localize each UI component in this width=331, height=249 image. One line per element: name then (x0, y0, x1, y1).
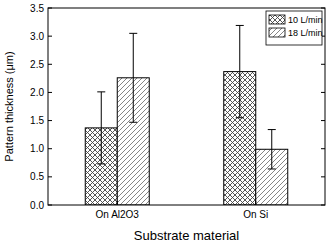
chart-svg: 0.0 0.5 1.0 1.5 2.0 2.5 3.0 3.5 On Al2O3 On SiSub… (0, 0, 331, 249)
y-tick-label: 3.0 (30, 31, 44, 42)
x-axis-label: Substrate material (134, 228, 240, 243)
y-tick-right (321, 120, 325, 121)
y-tick (48, 205, 52, 206)
x-tick-label: On Si (243, 209, 268, 220)
error-bar (97, 92, 105, 164)
error-bar (129, 33, 137, 122)
bars-group (85, 25, 288, 205)
error-bar (236, 25, 244, 117)
error-cap (236, 117, 244, 118)
y-tick (48, 176, 52, 177)
y-tick (48, 120, 52, 121)
error-cap (268, 129, 276, 130)
error-line (101, 92, 102, 164)
legend-box (266, 11, 322, 45)
y-tick (48, 64, 52, 65)
error-line (239, 25, 240, 117)
y-tick-right (321, 64, 325, 65)
y-tick-right (321, 148, 325, 149)
legend-label: 10 L/min (288, 15, 323, 25)
y-tick (48, 8, 52, 9)
error-cap (129, 33, 137, 34)
error-cap (97, 91, 105, 92)
error-line (271, 130, 272, 169)
error-cap (97, 163, 105, 164)
error-cap (236, 25, 244, 26)
legend: 10 L/min 18 L/min (266, 11, 323, 45)
y-tick-right (321, 176, 325, 177)
error-bar (268, 130, 276, 169)
y-tick-label: 2.5 (30, 59, 44, 70)
y-tick-right (321, 8, 325, 9)
y-tick (48, 148, 52, 149)
x-tick-label: On Al2O3 (96, 209, 140, 220)
y-tick-label: 0.5 (30, 171, 44, 182)
y-tick-right (321, 205, 325, 206)
y-tick (48, 92, 52, 93)
error-line (133, 33, 134, 122)
y-tick-label: 1.5 (30, 115, 44, 126)
y-tick-label: 2.0 (30, 87, 44, 98)
x-tick (117, 201, 118, 205)
error-cap (129, 122, 137, 123)
y-tick-right (321, 92, 325, 93)
y-tick (48, 36, 52, 37)
y-tick-label: 3.5 (30, 3, 44, 14)
error-cap (268, 168, 276, 169)
legend-swatch (269, 28, 285, 37)
x-tick (255, 201, 256, 205)
legend-swatch (269, 15, 285, 24)
chart-root: 0.0 0.5 1.0 1.5 2.0 2.5 3.0 3.5 On Al2O3 On SiSub… (0, 0, 331, 249)
y-axis-label: Pattern thickness (μm) (3, 51, 15, 161)
legend-label: 18 L/min (288, 28, 323, 38)
y-tick-label: 1.0 (30, 143, 44, 154)
plot-frame (48, 8, 325, 205)
y-tick-label: 0.0 (30, 200, 44, 211)
